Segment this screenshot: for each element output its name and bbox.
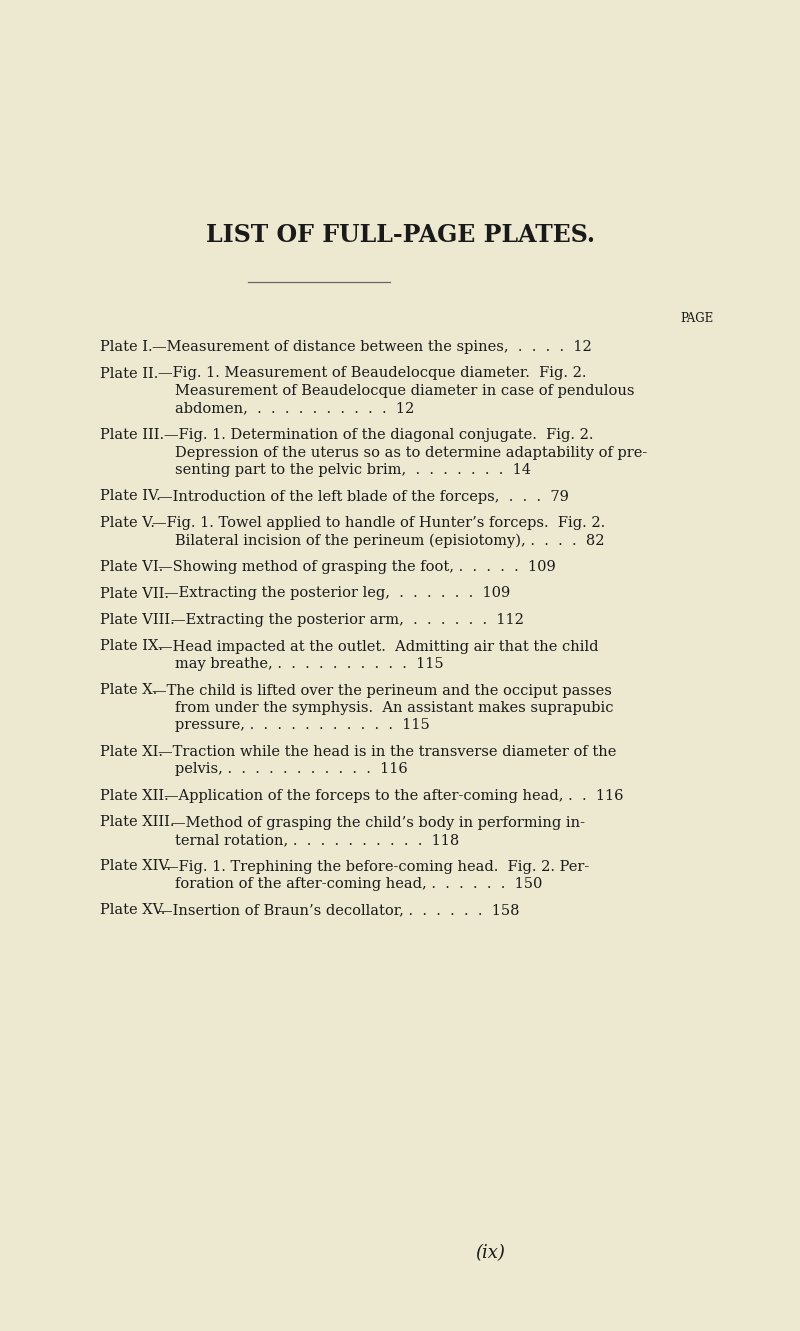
Text: —Fig. 1. Trephining the before-coming head.  Fig. 2. Per-: —Fig. 1. Trephining the before-coming he… bbox=[165, 860, 590, 873]
Text: —Traction while the head is in the transverse diameter of the: —Traction while the head is in the trans… bbox=[158, 745, 617, 759]
Text: —Application of the forceps to the after-coming head, .  .  116: —Application of the forceps to the after… bbox=[165, 789, 624, 803]
Text: Bilateral incision of the perineum (episiotomy), .  .  .  .  82: Bilateral incision of the perineum (epis… bbox=[175, 534, 605, 548]
Text: senting part to the pelvic brim,  .  .  .  .  .  .  .  14: senting part to the pelvic brim, . . . .… bbox=[175, 463, 531, 476]
Text: Plate IX.: Plate IX. bbox=[100, 639, 163, 654]
Text: pelvis, .  .  .  .  .  .  .  .  .  .  .  116: pelvis, . . . . . . . . . . . 116 bbox=[175, 763, 408, 776]
Text: —Introduction of the left blade of the forceps,  .  .  .  79: —Introduction of the left blade of the f… bbox=[158, 490, 569, 503]
Text: Plate X.: Plate X. bbox=[100, 684, 158, 697]
Text: Plate XV.: Plate XV. bbox=[100, 904, 166, 917]
Text: may breathe, .  .  .  .  .  .  .  .  .  .  115: may breathe, . . . . . . . . . . 115 bbox=[175, 658, 444, 671]
Text: —Fig. 1. Measurement of Beaudelocque diameter.  Fig. 2.: —Fig. 1. Measurement of Beaudelocque dia… bbox=[158, 366, 586, 381]
Text: —The child is lifted over the perineum and the occiput passes: —The child is lifted over the perineum a… bbox=[152, 684, 611, 697]
Text: Measurement of Beaudelocque diameter in case of pendulous: Measurement of Beaudelocque diameter in … bbox=[175, 385, 634, 398]
Text: Plate V.: Plate V. bbox=[100, 516, 155, 530]
Text: Plate VI.: Plate VI. bbox=[100, 560, 163, 574]
Text: —Showing method of grasping the foot, .  .  .  .  .  109: —Showing method of grasping the foot, . … bbox=[158, 560, 556, 574]
Text: LIST OF FULL-PAGE PLATES.: LIST OF FULL-PAGE PLATES. bbox=[206, 224, 594, 248]
Text: Plate II.: Plate II. bbox=[100, 366, 158, 381]
Text: —Head impacted at the outlet.  Admitting air that the child: —Head impacted at the outlet. Admitting … bbox=[158, 639, 598, 654]
Text: Plate XIII.: Plate XIII. bbox=[100, 816, 174, 829]
Text: Plate XI.: Plate XI. bbox=[100, 745, 163, 759]
Text: Plate VIII.: Plate VIII. bbox=[100, 614, 174, 627]
Text: —Fig. 1. Towel applied to handle of Hunter’s forceps.  Fig. 2.: —Fig. 1. Towel applied to handle of Hunt… bbox=[152, 516, 605, 530]
Text: Plate IV.: Plate IV. bbox=[100, 490, 161, 503]
Text: abdomen,  .  .  .  .  .  .  .  .  .  .  12: abdomen, . . . . . . . . . . 12 bbox=[175, 402, 414, 415]
Text: —Measurement of distance between the spines,  .  .  .  .  12: —Measurement of distance between the spi… bbox=[152, 339, 591, 354]
Text: (ix): (ix) bbox=[475, 1244, 505, 1262]
Text: —Insertion of Braun’s decollator, .  .  .  .  .  .  158: —Insertion of Braun’s decollator, . . . … bbox=[158, 904, 519, 917]
Text: —Extracting the posterior arm,  .  .  .  .  .  .  112: —Extracting the posterior arm, . . . . .… bbox=[171, 614, 524, 627]
Text: Plate I.: Plate I. bbox=[100, 339, 153, 354]
Text: —Method of grasping the child’s body in performing in-: —Method of grasping the child’s body in … bbox=[171, 816, 585, 829]
Text: PAGE: PAGE bbox=[680, 311, 714, 325]
Text: from under the symphysis.  An assistant makes suprapubic: from under the symphysis. An assistant m… bbox=[175, 701, 614, 715]
Text: Plate XII.: Plate XII. bbox=[100, 789, 169, 803]
Text: Plate VII.: Plate VII. bbox=[100, 587, 169, 600]
Text: Plate XIV.: Plate XIV. bbox=[100, 860, 171, 873]
Text: foration of the after-coming head, .  .  .  .  .  .  150: foration of the after-coming head, . . .… bbox=[175, 877, 542, 890]
Text: Depression of the uterus so as to determine adaptability of pre-: Depression of the uterus so as to determ… bbox=[175, 446, 647, 459]
Text: Plate III.: Plate III. bbox=[100, 429, 164, 442]
Text: ternal rotation, .  .  .  .  .  .  .  .  .  .  118: ternal rotation, . . . . . . . . . . 118 bbox=[175, 833, 459, 847]
Text: —Extracting the posterior leg,  .  .  .  .  .  .  109: —Extracting the posterior leg, . . . . .… bbox=[165, 587, 510, 600]
Text: —Fig. 1. Determination of the diagonal conjugate.  Fig. 2.: —Fig. 1. Determination of the diagonal c… bbox=[165, 429, 594, 442]
Text: pressure, .  .  .  .  .  .  .  .  .  .  .  115: pressure, . . . . . . . . . . . 115 bbox=[175, 719, 430, 732]
